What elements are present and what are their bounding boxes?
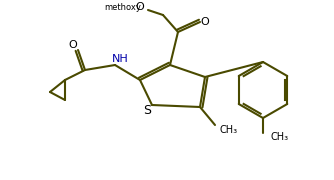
Text: methoxy: methoxy xyxy=(105,3,141,12)
Text: O: O xyxy=(201,17,209,27)
Text: CH₃: CH₃ xyxy=(220,125,238,135)
Text: O: O xyxy=(136,2,144,12)
Text: NH: NH xyxy=(112,54,129,64)
Text: CH₃: CH₃ xyxy=(271,132,289,142)
Text: S: S xyxy=(143,103,151,116)
Text: O: O xyxy=(68,40,77,50)
